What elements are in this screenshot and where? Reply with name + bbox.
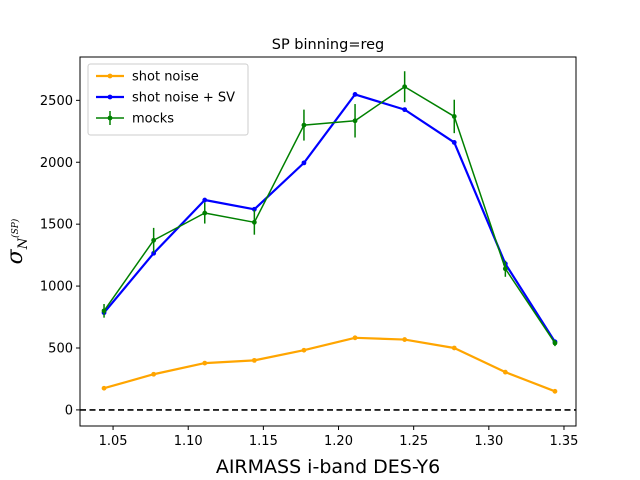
data-point xyxy=(202,360,208,366)
data-point xyxy=(352,118,358,124)
y-axis-label: σN(SP) xyxy=(3,218,31,264)
legend-label: mocks xyxy=(132,112,174,127)
y-tick-label: 500 xyxy=(48,341,73,356)
legend-marker xyxy=(107,73,113,79)
data-point xyxy=(552,340,558,346)
data-point xyxy=(502,369,508,375)
legend-box xyxy=(87,63,249,136)
x-axis: 1.05 1.10 1.15 1.20 1.25 1.30 1.35 xyxy=(99,426,578,449)
y-tick-label: 2500 xyxy=(40,94,73,109)
axes-frame xyxy=(79,56,577,427)
data-point xyxy=(151,250,157,256)
data-point xyxy=(402,84,408,90)
data-point xyxy=(402,337,408,342)
series-line xyxy=(103,336,556,393)
data-point xyxy=(101,308,107,314)
data-point xyxy=(451,114,457,119)
series-shot-noise xyxy=(101,335,558,394)
data-point xyxy=(451,345,457,351)
legend-marker xyxy=(107,94,113,100)
data-point xyxy=(502,266,508,272)
data-point xyxy=(251,219,257,225)
y-tick-label: 2000 xyxy=(40,156,73,171)
x-tick-label: 1.15 xyxy=(249,434,278,449)
data-point xyxy=(402,107,408,113)
legend-item: shot noise xyxy=(96,70,199,85)
data-point xyxy=(202,197,208,203)
data-point xyxy=(301,347,307,353)
x-tick-label: 1.25 xyxy=(399,434,428,449)
data-point xyxy=(202,210,208,216)
data-point xyxy=(101,385,107,391)
plot-area xyxy=(79,56,577,427)
data-point xyxy=(352,91,358,97)
x-tick-label: 1.30 xyxy=(474,434,503,449)
x-axis-label: AIRMASS i-band DES-Y6 xyxy=(216,456,440,478)
x-tick-label: 1.10 xyxy=(174,434,203,449)
data-point xyxy=(451,140,457,145)
chart-title: SP binning=reg xyxy=(272,37,385,53)
data-point xyxy=(151,371,157,377)
series-layer xyxy=(101,71,558,394)
data-point xyxy=(251,206,257,212)
data-point xyxy=(352,335,358,341)
data-point xyxy=(301,122,307,128)
legend-item: mocks xyxy=(96,111,174,127)
legend-label: shot noise xyxy=(132,70,199,85)
data-point xyxy=(251,357,257,363)
data-point xyxy=(552,388,558,394)
y-tick-label: 1000 xyxy=(40,280,73,295)
y-axis: 0 500 1000 1500 2000 2500 xyxy=(40,94,80,418)
series-line xyxy=(103,85,556,344)
y-tick-label: 1500 xyxy=(40,218,73,233)
data-point xyxy=(151,237,157,243)
x-tick-label: 1.05 xyxy=(99,434,128,449)
y-tick-label: 0 xyxy=(65,403,73,418)
series-mocks xyxy=(101,71,558,347)
legend-label: shot noise + SV xyxy=(132,91,235,106)
data-point xyxy=(301,160,307,166)
legend-item: shot noise + SV xyxy=(96,91,235,106)
x-tick-label: 1.20 xyxy=(324,434,353,449)
legend: shot noise shot noise + SV mocks xyxy=(87,63,249,136)
x-tick-label: 1.35 xyxy=(549,434,578,449)
